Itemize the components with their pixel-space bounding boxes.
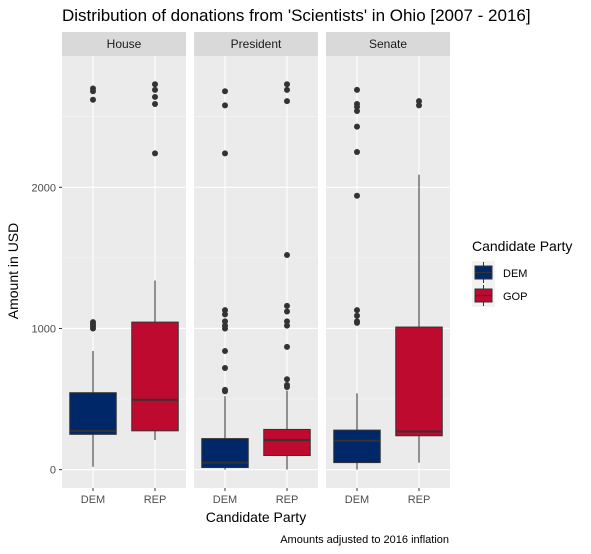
box-body bbox=[333, 429, 381, 464]
y-axis-label: Amount in USD bbox=[5, 223, 21, 319]
x-tick-label: REP bbox=[276, 494, 299, 506]
outlier-point bbox=[90, 85, 96, 92]
legend-item-dem: DEM bbox=[472, 261, 527, 284]
box-senate-dem bbox=[333, 86, 381, 470]
outlier-point bbox=[222, 348, 228, 355]
panel-background bbox=[194, 56, 318, 488]
outlier-point bbox=[354, 307, 360, 314]
box-house-rep bbox=[131, 81, 179, 440]
outlier-point bbox=[222, 88, 228, 95]
outlier-point bbox=[222, 307, 228, 314]
x-tick-label: DEM bbox=[81, 494, 105, 506]
outlier-point bbox=[354, 86, 360, 93]
y-axis: 0 1000 2000 bbox=[32, 182, 62, 477]
legend-title: Candidate Party bbox=[472, 238, 572, 254]
outlier-point bbox=[354, 149, 360, 155]
legend: Candidate Party DEM GOP bbox=[472, 238, 572, 307]
box-body bbox=[395, 326, 443, 437]
outlier-point bbox=[284, 302, 290, 309]
outlier-point bbox=[354, 192, 360, 199]
x-tick-label: REP bbox=[408, 494, 431, 506]
outlier-point bbox=[222, 322, 228, 329]
outlier-point bbox=[284, 86, 290, 93]
outlier-point bbox=[284, 81, 290, 88]
outlier-point bbox=[416, 98, 422, 105]
outlier-point bbox=[354, 101, 360, 107]
outlier-point bbox=[284, 308, 290, 315]
box-body bbox=[69, 392, 117, 435]
facet-panel-senate: Senate DEM REP bbox=[326, 32, 450, 506]
outlier-point bbox=[222, 318, 228, 325]
outlier-point bbox=[222, 150, 228, 157]
outlier-point bbox=[222, 311, 228, 318]
outlier-point bbox=[222, 365, 228, 371]
box-president-dem bbox=[201, 88, 249, 470]
y-tick-label: 1000 bbox=[32, 323, 56, 335]
outlier-point bbox=[284, 318, 290, 325]
outlier-point bbox=[222, 102, 228, 109]
facet-strip-label: Senate bbox=[369, 37, 407, 51]
outlier-point bbox=[284, 343, 290, 350]
outlier-point bbox=[354, 318, 360, 325]
outlier-point bbox=[222, 386, 228, 393]
outlier-point bbox=[284, 381, 290, 388]
outlier-point bbox=[284, 376, 290, 383]
outlier-point bbox=[354, 108, 360, 115]
facet-strip-label: President bbox=[231, 37, 282, 51]
legend-item-gop: GOP bbox=[472, 284, 527, 307]
legend-label: GOP bbox=[503, 291, 527, 303]
x-tick-label: REP bbox=[144, 494, 167, 506]
x-tick-label: DEM bbox=[213, 494, 237, 506]
outlier-point bbox=[90, 96, 96, 103]
facet-strip bbox=[62, 32, 186, 56]
outlier-point bbox=[354, 123, 360, 130]
facet-panel-house: House DEM REP bbox=[62, 32, 186, 506]
legend-label: DEM bbox=[503, 268, 527, 280]
facet-strip bbox=[194, 32, 318, 56]
box-house-dem bbox=[69, 85, 117, 467]
box-president-rep bbox=[263, 81, 311, 470]
y-tick-label: 0 bbox=[50, 465, 56, 477]
box-senate-rep bbox=[395, 98, 443, 463]
facet-strip-label: House bbox=[107, 37, 142, 51]
facet-panels: House DEM REP President DEM REP Senate DEM REP bbox=[62, 32, 450, 506]
outlier-point bbox=[152, 86, 158, 93]
outlier-point bbox=[152, 93, 158, 100]
chart-title: Distribution of donations from 'Scientis… bbox=[62, 6, 531, 25]
outlier-point bbox=[152, 101, 158, 107]
box-body bbox=[263, 428, 311, 457]
outlier-point bbox=[152, 81, 158, 88]
facet-panel-president: President DEM REP bbox=[194, 32, 318, 506]
outlier-point bbox=[354, 312, 360, 319]
outlier-point bbox=[284, 322, 290, 329]
caption: Amounts adjusted to 2016 inflation bbox=[280, 534, 449, 546]
box-body bbox=[131, 321, 179, 432]
outlier-point bbox=[90, 319, 96, 326]
y-tick-label: 2000 bbox=[32, 182, 56, 194]
outlier-point bbox=[152, 150, 158, 157]
outlier-point bbox=[416, 102, 422, 109]
facet-strip bbox=[326, 32, 450, 56]
outlier-point bbox=[284, 98, 290, 105]
outlier-point bbox=[284, 252, 290, 259]
x-tick-label: DEM bbox=[345, 494, 369, 506]
x-axis-label: Candidate Party bbox=[206, 509, 306, 525]
